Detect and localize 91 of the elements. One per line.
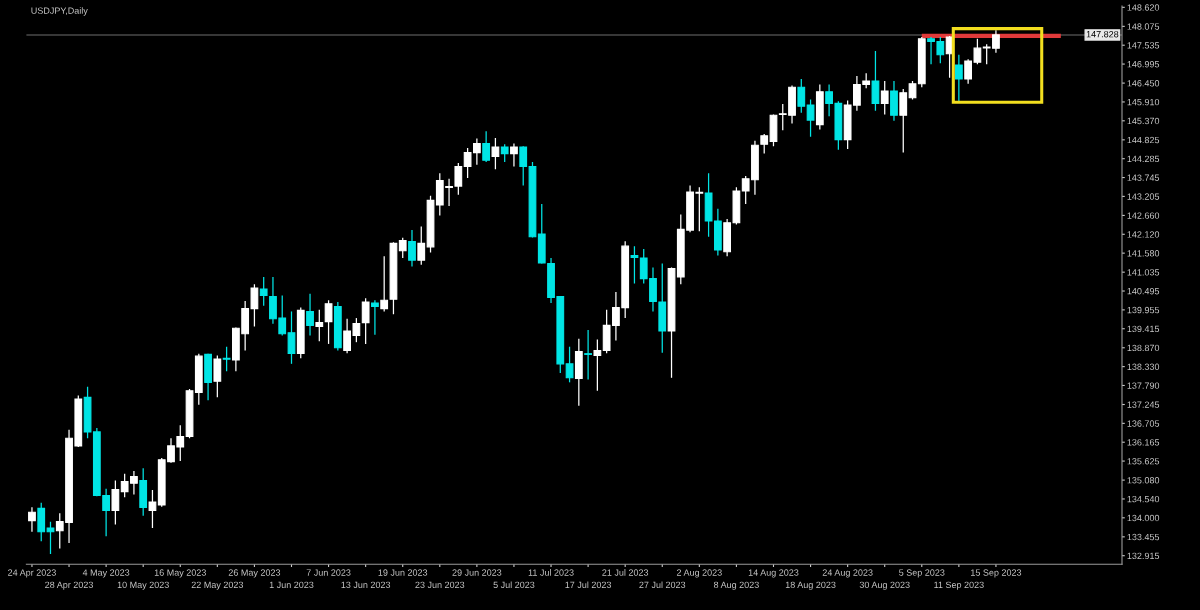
candlestick — [417, 225, 426, 266]
x-tick-label: 24 Aug 2023 — [822, 569, 873, 578]
y-tick-label: 134.000 — [1127, 514, 1160, 522]
candlestick — [491, 137, 500, 170]
x-tick-label: 5 Jul 2023 — [493, 581, 535, 589]
candlestick — [361, 297, 370, 345]
x-tick-label: 18 Aug 2023 — [785, 581, 836, 590]
x-tick-label: 8 Aug 2023 — [713, 581, 759, 590]
candlestick — [880, 80, 889, 116]
y-tick-label: 147.535 — [1127, 42, 1160, 49]
candlestick — [315, 309, 324, 342]
y-tick-label: 134.540 — [1127, 495, 1160, 503]
x-tick-label: 23 Jun 2023 — [415, 581, 465, 589]
candlestick — [565, 346, 574, 383]
y-tick-label: 144.285 — [1127, 155, 1160, 163]
y-tick-label: 141.580 — [1127, 250, 1160, 257]
candlestick — [954, 54, 963, 102]
y-tick-label: 139.415 — [1127, 325, 1160, 333]
candlestick — [28, 506, 36, 533]
candlestick — [213, 354, 222, 398]
y-tick-label: 137.790 — [1127, 382, 1160, 389]
x-tick-label: 22 May 2023 — [191, 581, 244, 590]
y-tick-label: 137.245 — [1127, 401, 1160, 408]
x-tick-label: 10 May 2023 — [117, 581, 169, 590]
y-tick-label: 133.455 — [1127, 533, 1160, 541]
x-tick-label: 29 Jun 2023 — [452, 569, 502, 576]
candlestick — [37, 502, 46, 542]
candlestick — [259, 276, 268, 307]
y-tick-label: 140.495 — [1127, 287, 1160, 295]
x-tick-label: 21 Jul 2023 — [602, 569, 649, 576]
x-tick-label: 26 May 2023 — [228, 569, 281, 578]
x-tick-label: 14 Aug 2023 — [748, 569, 799, 578]
y-tick-label: 142.660 — [1127, 212, 1160, 219]
x-tick-label: 2 Aug 2023 — [676, 569, 722, 578]
candlestick — [871, 50, 880, 112]
y-tick-label: 148.075 — [1127, 23, 1160, 30]
y-tick-label: 132.915 — [1127, 552, 1160, 560]
candlestick — [482, 130, 491, 163]
candlestick — [519, 145, 528, 187]
y-tick-label: 144.825 — [1127, 136, 1160, 144]
candlestick — [222, 346, 231, 372]
y-tick-label: 135.625 — [1127, 458, 1160, 465]
y-tick-label: 141.035 — [1127, 269, 1160, 276]
candlestick — [630, 245, 639, 285]
candlestick — [148, 489, 157, 529]
y-tick-label: 146.995 — [1127, 61, 1160, 68]
ref-line-label: 147.828 — [1086, 31, 1119, 38]
x-tick-label: 28 Apr 2023 — [45, 581, 93, 590]
y-tick-label: 136.165 — [1127, 439, 1160, 446]
candlestick — [111, 479, 120, 526]
y-tick-label: 139.955 — [1127, 306, 1160, 314]
x-tick-label: 7 Jun 2023 — [306, 569, 351, 576]
y-tick-label: 142.120 — [1127, 231, 1160, 238]
candlestick — [593, 338, 602, 392]
candlestick — [408, 229, 416, 268]
candlestick — [324, 299, 333, 345]
candlestick — [806, 98, 815, 138]
x-tick-label: 16 May 2023 — [154, 569, 206, 578]
candlestick — [287, 310, 296, 365]
y-tick-label: 143.745 — [1127, 174, 1160, 181]
y-tick-label: 148.620 — [1127, 4, 1160, 11]
candlestick — [306, 293, 314, 337]
y-tick-label: 145.910 — [1127, 98, 1160, 106]
y-tick-label: 138.330 — [1127, 363, 1160, 370]
y-tick-label: 136.705 — [1127, 420, 1160, 427]
candlestick — [797, 78, 806, 114]
x-tick-label: 19 Jun 2023 — [378, 569, 428, 576]
candlestick — [584, 329, 592, 381]
y-tick-label: 138.870 — [1127, 344, 1160, 352]
x-tick-label: 24 Apr 2023 — [8, 569, 56, 578]
x-tick-label: 27 Jul 2023 — [639, 581, 686, 589]
x-tick-label: 11 Sep 2023 — [934, 581, 984, 590]
candlestick — [398, 237, 407, 259]
x-tick-label: 15 Sep 2023 — [971, 569, 1022, 578]
candlestick — [899, 88, 908, 154]
chart-title: USDJPY,Daily — [31, 7, 88, 16]
y-tick-label: 146.450 — [1127, 80, 1160, 87]
y-tick-label: 143.205 — [1127, 193, 1160, 200]
candlestick — [380, 255, 389, 313]
x-tick-label: 5 Sep 2023 — [899, 569, 945, 578]
candlestick — [46, 521, 55, 555]
x-tick-label: 11 Jul 2023 — [528, 569, 574, 576]
x-tick-label: 17 Jul 2023 — [565, 581, 612, 589]
x-tick-label: 1 Jun 2023 — [269, 581, 314, 589]
candlestick — [371, 299, 379, 336]
y-tick-label: 145.370 — [1127, 117, 1160, 125]
y-tick-label: 135.080 — [1127, 477, 1160, 484]
candlestick — [510, 142, 518, 168]
x-tick-label: 13 Jun 2023 — [341, 581, 391, 589]
x-tick-label: 30 Aug 2023 — [859, 581, 910, 590]
x-tick-label: 4 May 2023 — [82, 569, 130, 578]
